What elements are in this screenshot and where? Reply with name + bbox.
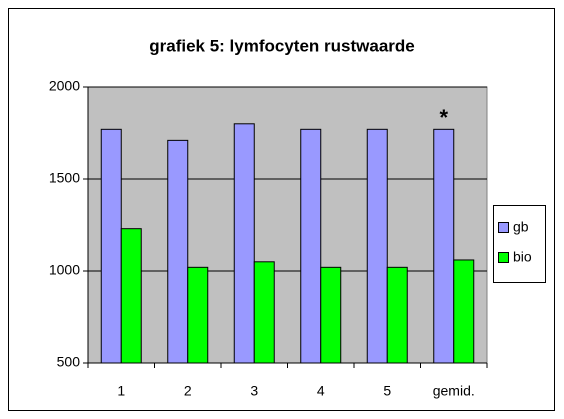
bar [386,266,408,364]
plot-area [87,86,488,364]
bar [320,266,342,364]
y-tick-label: 1500 [49,170,80,186]
annotation: * [439,105,448,130]
bar [167,139,189,364]
x-tick-label: 4 [317,383,325,399]
x-tick-label: 1 [117,383,125,399]
x-tick-label: 3 [250,383,258,399]
legend-label: gb [513,219,529,235]
bar [433,128,455,364]
legend-box [493,205,546,283]
bar [100,128,122,364]
bar [453,259,475,364]
bar [253,261,275,364]
y-tick-label: 500 [57,354,81,370]
bar [233,123,255,364]
y-tick-label: 2000 [49,78,80,94]
x-tick-label: 2 [184,383,192,399]
bar [120,228,142,364]
legend-swatch [498,252,509,263]
legend-label: bio [513,249,532,265]
x-tick-label: gemid. [433,383,475,399]
y-tick-label: 1000 [49,262,80,278]
bar [187,266,209,364]
bar [366,128,388,364]
bar [300,128,322,364]
legend-swatch [498,222,509,233]
x-tick-label: 5 [383,383,391,399]
chart-title: grafiek 5: lymfocyten rustwaarde [149,36,414,55]
